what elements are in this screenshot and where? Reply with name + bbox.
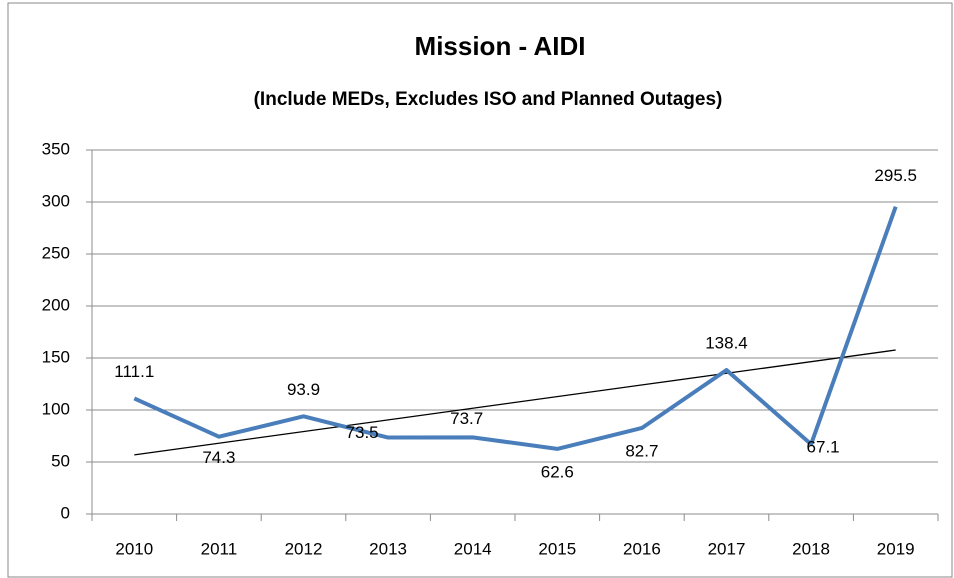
y-tick-label: 50 [51, 451, 70, 470]
data-label: 67.1 [807, 438, 840, 457]
data-label: 138.4 [705, 334, 748, 353]
y-tick-label: 0 [61, 503, 70, 522]
chart-border [7, 2, 953, 578]
trendline [134, 349, 896, 456]
x-tick-label: 2014 [454, 539, 492, 558]
y-tick-label: 200 [42, 295, 70, 314]
chart-subtitle: (Include MEDs, Excludes ISO and Planned … [254, 89, 723, 110]
data-label: 82.7 [625, 441, 658, 460]
x-tick-label: 2012 [285, 539, 323, 558]
data-label: 111.1 [114, 362, 154, 381]
x-tick-label: 2017 [708, 539, 746, 558]
chart-title: Mission - AIDI [415, 31, 586, 61]
data-label: 73.5 [346, 423, 379, 442]
x-tick-label: 2018 [792, 539, 830, 558]
x-tick-label: 2019 [877, 539, 915, 558]
data-label: 295.5 [874, 166, 917, 185]
data-label: 93.9 [287, 380, 320, 399]
data-label: 62.6 [541, 462, 574, 481]
data-label: 73.7 [450, 409, 483, 428]
x-tick-label: 2010 [115, 539, 153, 558]
y-tick-label: 350 [42, 139, 70, 158]
x-tick-label: 2011 [201, 539, 238, 558]
series-line [133, 206, 898, 451]
y-tick-label: 100 [42, 399, 70, 418]
x-tick-label: 2013 [369, 539, 407, 558]
y-tick-label: 250 [42, 243, 70, 262]
x-tick-label: 2015 [538, 539, 576, 558]
y-tick-label: 150 [42, 347, 70, 366]
data-label: 74.3 [202, 448, 235, 467]
y-tick-label: 300 [42, 191, 70, 210]
x-tick-label: 2016 [623, 539, 661, 558]
